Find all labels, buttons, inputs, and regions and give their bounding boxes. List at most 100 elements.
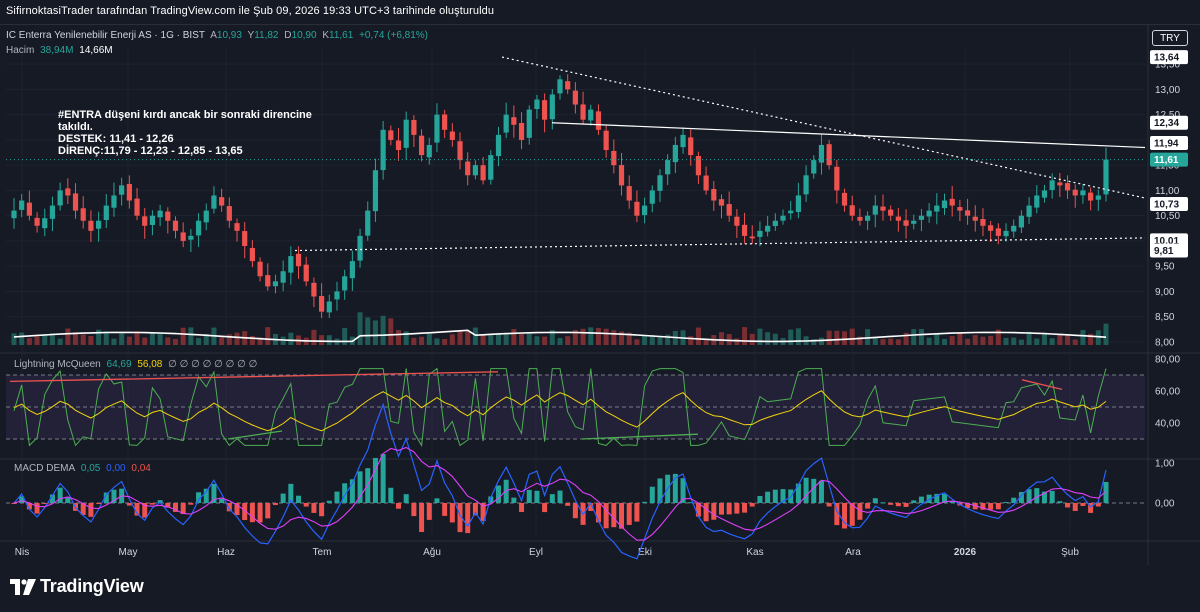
- macd-histogram-bar: [257, 503, 263, 523]
- candle-body: [803, 175, 809, 195]
- volume-bar: [65, 328, 71, 345]
- macd-histogram-bar: [65, 497, 71, 503]
- macd-tick-label: 1,00: [1155, 459, 1175, 470]
- candle-body: [57, 190, 63, 206]
- macd-name: MACD DEMA: [14, 463, 76, 474]
- macd-histogram-bar: [495, 485, 501, 503]
- volume-bar: [1080, 330, 1086, 345]
- macd-histogram-bar: [918, 496, 924, 503]
- price-label-text: 13,64: [1154, 53, 1179, 64]
- macd-histogram-bar: [434, 498, 440, 503]
- macd-histogram-bar: [534, 490, 540, 503]
- candle-body: [1057, 182, 1063, 186]
- macd-histogram-bar: [88, 503, 94, 517]
- candle-body: [918, 215, 925, 220]
- volume-bar: [1103, 323, 1109, 345]
- volume-bar: [249, 336, 255, 345]
- chart-svg[interactable]: 8,008,509,009,5010,0010,5011,0011,5012,0…: [0, 25, 1200, 571]
- candle-body: [257, 261, 263, 277]
- volume-bar: [472, 327, 478, 345]
- candle-body: [42, 218, 48, 229]
- candle-body: [818, 144, 825, 163]
- symbol-legend: IC Enterra Yenilenebilir Enerji AS · 1G …: [6, 30, 431, 41]
- candle-body: [657, 175, 663, 191]
- macd-histogram-bar: [157, 500, 163, 503]
- candle-body: [641, 205, 648, 216]
- volume-bar: [857, 336, 863, 345]
- candle-body: [726, 204, 732, 216]
- volume-bar: [703, 339, 709, 345]
- time-tick-label: Tem: [313, 547, 332, 558]
- candle-body: [365, 210, 371, 236]
- macd-histogram-bar: [711, 503, 717, 520]
- candle-body: [980, 219, 986, 226]
- volume-bar: [1041, 334, 1047, 345]
- candle-body: [249, 247, 255, 262]
- candle-body: [1095, 195, 1101, 200]
- volume-bar: [949, 336, 955, 345]
- price-label-text: 9,81: [1154, 246, 1174, 257]
- time-tick-label: 2026: [954, 547, 977, 558]
- macd-histogram-bar: [449, 503, 455, 523]
- macd-histogram-bar: [757, 495, 763, 503]
- volume-bar: [749, 333, 755, 345]
- macd-histogram-bar: [949, 501, 955, 503]
- macd-histogram-bar: [980, 503, 986, 510]
- low-label: D: [284, 30, 292, 41]
- macd-histogram-bar: [442, 503, 448, 516]
- chart-panel[interactable]: 8,008,509,009,5010,0010,5011,0011,5012,0…: [0, 24, 1200, 571]
- macd-histogram-bar: [411, 503, 417, 517]
- volume-bar: [842, 331, 848, 345]
- price-label-text: 11,94: [1154, 138, 1179, 149]
- volume-bar: [734, 338, 740, 345]
- volume-bar: [757, 328, 763, 345]
- volume-bar: [772, 333, 778, 345]
- volume-bar: [542, 336, 548, 345]
- rsi-tick-label: 60,00: [1155, 387, 1180, 398]
- volume-bar: [1034, 338, 1040, 345]
- rsi-divergence-line: [581, 433, 699, 440]
- candle-body: [311, 282, 317, 297]
- candle-body: [11, 210, 17, 219]
- macd-histogram-bar: [465, 503, 471, 534]
- macd-histogram-bar: [619, 503, 625, 529]
- macd-histogram-bar: [103, 492, 109, 503]
- volume-bar: [503, 334, 509, 345]
- macd-histogram-bar: [818, 480, 824, 503]
- price-label-text: 10,01: [1154, 236, 1179, 247]
- candle-body: [149, 215, 156, 225]
- candle-body: [665, 160, 671, 175]
- volume-bar: [626, 332, 632, 345]
- macd-histogram-bar: [1057, 501, 1063, 503]
- volume-bar: [11, 333, 17, 345]
- candle-body: [495, 134, 502, 157]
- candle-body: [372, 170, 379, 212]
- candle-body: [95, 220, 102, 229]
- candle-body: [426, 144, 432, 158]
- macd-histogram-bar: [1080, 503, 1086, 506]
- macd-histogram-bar: [226, 503, 232, 512]
- candle-body: [119, 185, 125, 195]
- macd-histogram-bar: [42, 503, 48, 504]
- currency-button[interactable]: TRY: [1152, 30, 1188, 46]
- volume-bar: [103, 331, 109, 345]
- candle-body: [634, 201, 640, 216]
- candle-body: [142, 216, 148, 226]
- volume-bar: [519, 333, 525, 345]
- candle-body: [695, 155, 702, 176]
- candle-body: [242, 231, 248, 246]
- volume-legend: Hacim 38,94M 14,66M: [6, 45, 116, 56]
- candle-body: [34, 217, 40, 226]
- time-tick-label: Şub: [1061, 547, 1079, 558]
- candle-body: [188, 235, 194, 240]
- macd-histogram-bar: [26, 503, 32, 510]
- volume-label: Hacim: [6, 45, 35, 56]
- time-tick-label: Kas: [746, 547, 763, 558]
- volume-bar: [434, 338, 440, 345]
- candle-body: [403, 119, 409, 148]
- candle-body: [518, 123, 525, 140]
- macd-value-2: 0,00: [106, 463, 126, 474]
- candle-body: [1064, 183, 1071, 191]
- candle-body: [465, 161, 471, 176]
- candle-body: [165, 211, 171, 221]
